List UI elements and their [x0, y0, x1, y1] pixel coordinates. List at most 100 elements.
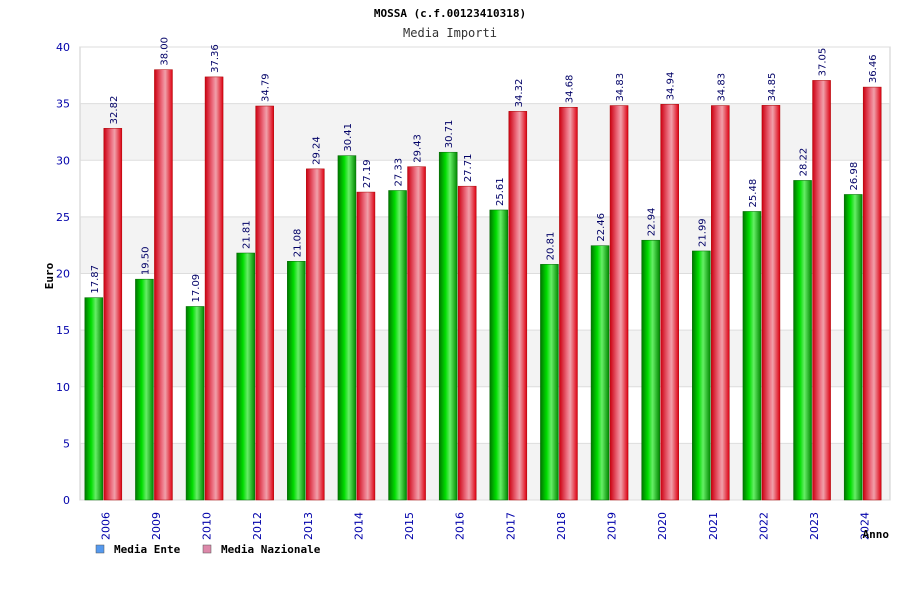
data-label-media-ente-2006: 17.87 [90, 265, 101, 294]
data-label-media-nazionale-2018: 34.68 [564, 75, 575, 104]
bars [84, 69, 882, 501]
data-label-media-nazionale-2021: 34.83 [716, 73, 727, 102]
data-label-media-ente-2017: 25.61 [495, 177, 506, 206]
x-axis-ticks: 2006 2009 2010 2012 2013 2014 2015 2016 2017 2018… [99, 512, 871, 540]
bar-media-ente-2020 [641, 239, 660, 501]
y-tick-label-20: 20 [56, 268, 70, 281]
chart-subtitle: Media Importi [403, 26, 497, 40]
data-label-media-nazionale-2017: 34.32 [514, 79, 525, 108]
bar-media-ente-2016 [438, 151, 458, 501]
x-tick-label-2006: 2006 [99, 512, 112, 540]
bar-media-nazionale-2010 [204, 76, 224, 501]
bar-media-ente-2012 [236, 252, 255, 501]
bar-media-ente-2013 [287, 261, 306, 501]
x-tick-label-2009: 2009 [150, 512, 163, 540]
data-label-media-nazionale-2006: 32.82 [109, 96, 120, 125]
bar-media-nazionale-2012 [255, 105, 274, 501]
data-label-media-ente-2023: 28.22 [799, 148, 810, 177]
bar-media-nazionale-2018 [559, 106, 578, 501]
x-axis-label: Anno [863, 528, 890, 541]
data-label-media-nazionale-2016: 27.71 [463, 154, 474, 183]
x-tick-label-2010: 2010 [201, 512, 214, 540]
bar-media-ente-2021 [692, 250, 711, 501]
y-tick-label-0: 0 [63, 494, 70, 507]
bar-media-nazionale-2020 [660, 104, 679, 501]
bar-media-ente-2022 [742, 211, 762, 501]
x-tick-label-2018: 2018 [555, 512, 568, 540]
data-label-media-ente-2021: 21.99 [697, 218, 708, 247]
data-label-media-ente-2022: 25.48 [748, 179, 759, 208]
data-label-media-nazionale-2012: 34.79 [261, 73, 272, 102]
x-tick-label-2022: 2022 [757, 512, 770, 540]
bar-media-nazionale-2023 [812, 80, 831, 501]
data-label-media-nazionale-2019: 34.83 [615, 73, 626, 102]
data-label-media-nazionale-2024: 36.46 [868, 54, 879, 83]
bar-media-nazionale-2014 [356, 191, 376, 501]
y-tick-label-15: 15 [56, 324, 70, 337]
legend-label-media-ente: Media Ente [114, 543, 181, 556]
bar-media-nazionale-2009 [154, 69, 173, 501]
y-tick-label-10: 10 [56, 381, 70, 394]
data-label-media-ente-2019: 22.46 [596, 213, 607, 242]
x-tick-label-2013: 2013 [302, 512, 315, 540]
data-label-media-ente-2018: 20.81 [545, 232, 556, 261]
y-tick-label-5: 5 [63, 437, 70, 450]
bar-media-nazionale-2013 [306, 168, 325, 501]
data-label-media-ente-2015: 27.33 [394, 158, 405, 187]
x-tick-label-2014: 2014 [352, 512, 365, 540]
data-label-media-nazionale-2020: 34.94 [666, 72, 677, 101]
chart-title: MOSSA (c.f.00123410318) [374, 7, 526, 20]
bar-media-nazionale-2021 [711, 105, 730, 501]
bar-media-nazionale-2019 [609, 105, 629, 501]
data-label-media-nazionale-2015: 29.43 [413, 134, 424, 163]
bar-media-ente-2019 [590, 245, 610, 501]
y-axis-label: Euro [43, 262, 56, 289]
legend: Media Ente Media Nazionale [95, 543, 321, 556]
bar-media-ente-2024 [843, 194, 863, 501]
bar-media-nazionale-2016 [457, 185, 477, 501]
bar-media-ente-2015 [388, 190, 407, 501]
x-tick-label-2019: 2019 [606, 512, 619, 540]
legend-label-media-nazionale: Media Nazionale [221, 543, 321, 556]
x-tick-label-2024: 2024 [859, 512, 872, 540]
data-labels: 17.87 32.82 19.50 38.00 17.09 37.36 21.81 34.79… [90, 37, 879, 302]
bar-media-nazionale-2006 [103, 128, 123, 501]
x-tick-label-2015: 2015 [403, 512, 416, 540]
y-axis-ticks: 0 5 10 15 20 25 30 35 40 [56, 41, 70, 507]
bar-media-ente-2006 [84, 297, 104, 501]
data-label-media-nazionale-2010: 37.36 [210, 44, 221, 73]
x-tick-label-2012: 2012 [251, 512, 264, 540]
y-tick-label-25: 25 [56, 211, 70, 224]
bar-media-ente-2014 [337, 155, 357, 501]
y-tick-label-40: 40 [56, 41, 70, 54]
data-label-media-ente-2012: 21.81 [242, 220, 253, 249]
x-tick-label-2016: 2016 [454, 512, 467, 540]
data-label-media-ente-2014: 30.41 [343, 123, 354, 152]
y-tick-label-30: 30 [56, 154, 70, 167]
bar-media-nazionale-2015 [407, 166, 426, 501]
data-label-media-ente-2016: 30.71 [444, 120, 455, 149]
bar-media-nazionale-2024 [862, 86, 882, 501]
data-label-media-nazionale-2023: 37.05 [818, 48, 829, 77]
data-label-media-ente-2009: 19.50 [140, 247, 151, 276]
bar-media-ente-2009 [135, 278, 154, 501]
bar-media-nazionale-2017 [508, 111, 528, 501]
bar-media-ente-2018 [540, 264, 559, 501]
y-tick-label-35: 35 [56, 98, 70, 111]
data-label-media-ente-2013: 21.08 [292, 229, 303, 258]
data-label-media-ente-2020: 22.94 [647, 208, 658, 237]
bar-media-nazionale-2022 [761, 105, 781, 501]
x-tick-label-2023: 2023 [808, 512, 821, 540]
data-label-media-ente-2010: 17.09 [191, 274, 202, 303]
legend-swatch-media-ente [95, 544, 105, 554]
x-tick-label-2017: 2017 [504, 512, 517, 540]
legend-swatch-media-nazionale [202, 544, 212, 554]
data-label-media-nazionale-2022: 34.85 [767, 73, 778, 102]
bar-media-ente-2010 [185, 306, 205, 501]
data-label-media-nazionale-2013: 29.24 [311, 136, 322, 165]
data-label-media-ente-2024: 26.98 [849, 162, 860, 191]
data-label-media-nazionale-2009: 38.00 [159, 37, 170, 66]
bar-media-ente-2023 [793, 180, 812, 501]
x-tick-label-2021: 2021 [707, 512, 720, 540]
